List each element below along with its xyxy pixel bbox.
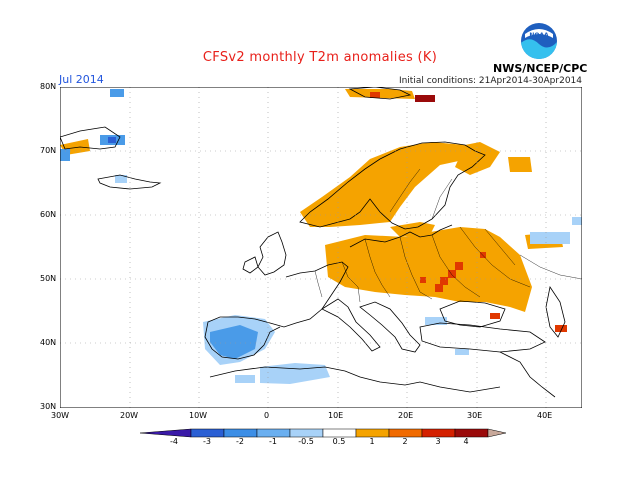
colorbar-segment [289,428,324,438]
colorbar-segment [454,428,489,438]
colorbar-label: -1 [269,437,277,446]
noaa-logo-text: NOAA [529,32,549,39]
colorbar-label: -4 [170,437,178,446]
lon-label-40e: 40E [537,411,553,420]
lat-label-50n: 50N [40,274,57,283]
noaa-logo-icon: NOAA [521,23,557,59]
lon-label-0: 0 [264,411,270,420]
lon-label-30w: 30W [51,411,70,420]
country-borders [314,168,582,303]
colorbar-label: 4 [463,437,468,446]
colorbar-segment [355,428,390,438]
lon-label-20e: 20E [398,411,414,420]
extreme-anomaly-layer [415,95,435,102]
colorbar-segments [139,428,507,438]
colorbar-segment [139,428,192,438]
lon-label-30e: 30E [467,411,483,420]
lat-label-30n: 30N [40,402,57,411]
chart-title: CFSv2 monthly T2m anomalies (K) [202,50,438,65]
colorbar-label: 3 [435,437,440,446]
anomaly-map [60,87,582,408]
initial-conditions: Initial conditions: 21Apr2014-30Apr2014 [398,76,582,86]
colorbar-segment [421,428,456,438]
lat-label-40n: 40N [40,338,57,347]
forecast-period: Jul 2014 [59,73,104,86]
colorbar-segment [487,428,507,438]
colorbar-segment [388,428,423,438]
warm-anomaly-layer [60,89,563,312]
lat-label-80n: 80N [40,82,57,91]
colorbar-label: -3 [203,437,211,446]
hot-anomaly-layer [370,92,567,332]
colorbar-label: -2 [236,437,244,446]
colorbar-segment [190,428,225,438]
lon-label-10e: 10E [328,411,344,420]
graticule [60,87,582,408]
colorbar-label: 1 [369,437,374,446]
lat-label-60n: 60N [40,210,57,219]
lon-label-10w: 10W [189,411,208,420]
colorbar-label: 2 [402,437,407,446]
lat-label-70n: 70N [40,146,57,155]
colorbar-ticks: -4 -3 -2 -1 -0.5 0.5 1 2 3 4 [170,437,469,446]
colorbar-segment [256,428,291,438]
lon-label-20w: 20W [120,411,139,420]
agency-label: NWS/NCEP/CPC [493,62,588,75]
colorbar-segment [223,428,258,438]
colorbar-label: -0.5 [298,437,314,446]
colorbar-segment [322,428,357,438]
cool-dark-layer [108,137,116,143]
colorbar-label: 0.5 [333,437,346,446]
